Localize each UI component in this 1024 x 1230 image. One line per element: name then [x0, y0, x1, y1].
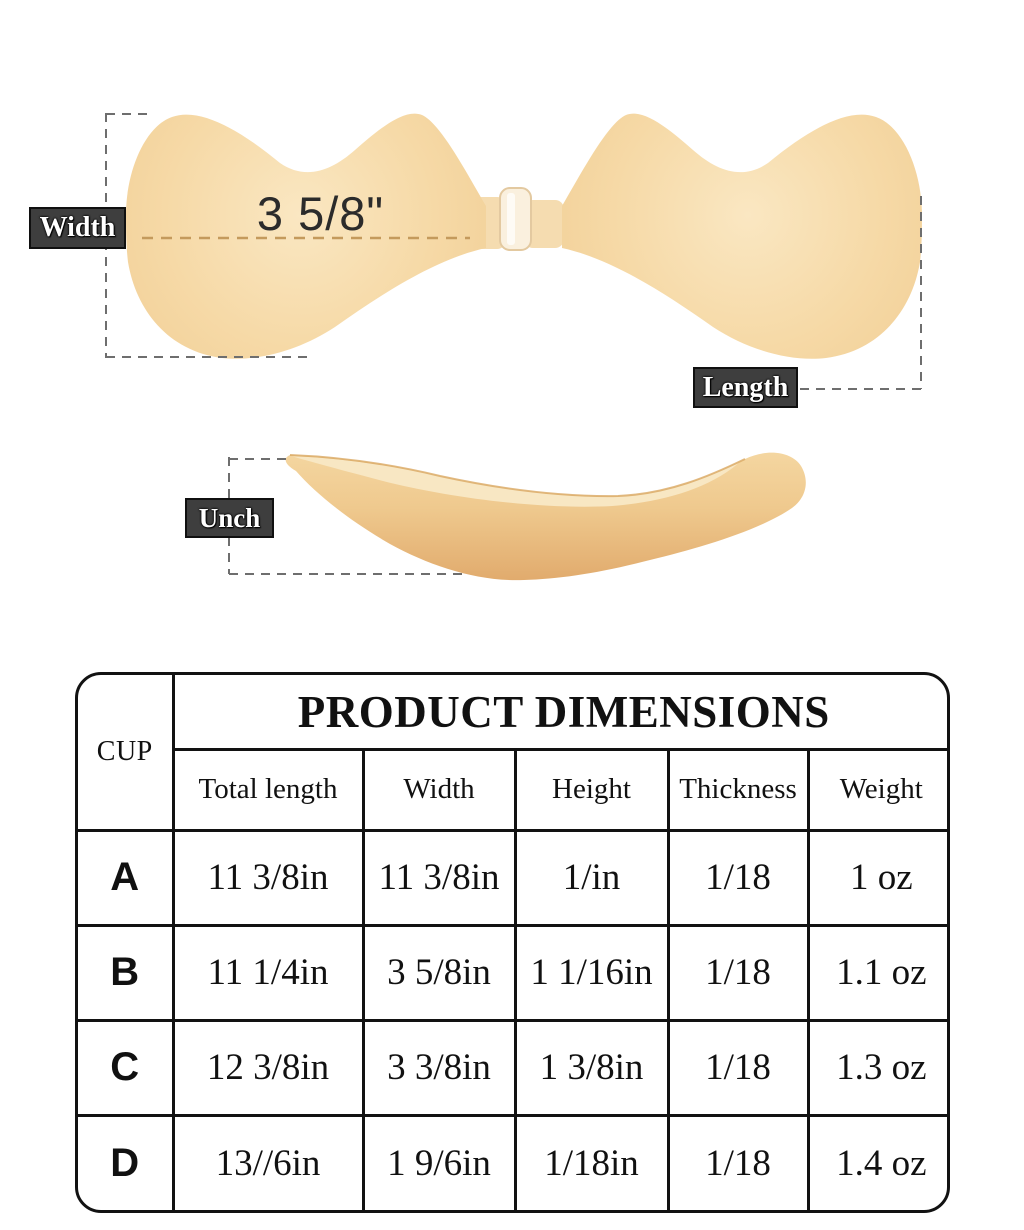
- table-cell: 1.1 oz: [806, 923, 947, 1022]
- row-letter: A: [78, 828, 175, 927]
- table-cell: 11 3/8in: [361, 828, 517, 927]
- left-cup-shape: [126, 113, 486, 359]
- dimensions-table: CUP PRODUCT DIMENSIONS Total length Widt…: [75, 672, 950, 1213]
- table-cell: 1 1/16in: [513, 923, 670, 1022]
- table-cell: 1 oz: [806, 828, 947, 927]
- col-header-width: Width: [361, 748, 517, 832]
- table-title: PRODUCT DIMENSIONS: [171, 675, 947, 752]
- table-cell: 1/18: [666, 828, 810, 927]
- cup-width-measurement: 3 5/8": [256, 187, 385, 240]
- table-cell: 1/in: [513, 828, 670, 927]
- table-row-b: B 11 1/4in 3 5/8in 1 1/16in 1/18 1.1 oz: [78, 923, 947, 1022]
- table-cell: 1.3 oz: [806, 1018, 947, 1117]
- table-cell: 1 3/8in: [513, 1018, 670, 1117]
- row-letter: D: [78, 1113, 175, 1210]
- table-cell: 11 1/4in: [171, 923, 365, 1022]
- col-header-total-length: Total length: [173, 748, 365, 832]
- table-cell: 1/18: [666, 923, 810, 1022]
- table-cell: 1/18: [666, 1018, 810, 1117]
- table-cell: 11 3/8in: [171, 828, 365, 927]
- clasp-right-tab: [524, 200, 564, 248]
- right-cup-shape: [562, 113, 922, 359]
- product-dimensions-table: CUP PRODUCT DIMENSIONS Total length Widt…: [78, 675, 947, 1210]
- row-letter: C: [78, 1018, 175, 1117]
- col-header-height: Height: [513, 748, 670, 832]
- table-cell: 12 3/8in: [171, 1018, 365, 1117]
- table-cell: 1.4 oz: [806, 1113, 947, 1210]
- table-row-a: A 11 3/8in 11 3/8in 1/in 1/18 1 oz: [78, 828, 947, 927]
- unch-label: Unch: [185, 498, 274, 538]
- width-label: Width: [29, 207, 126, 249]
- col-header-weight: Weight: [806, 748, 947, 832]
- length-label: Length: [693, 367, 798, 408]
- table-cell: 3 3/8in: [361, 1018, 517, 1117]
- bra-diagram-art: [105, 113, 922, 581]
- table-cell: 1 9/6in: [361, 1113, 517, 1210]
- table-cell: 13//6in: [171, 1113, 365, 1210]
- table-cell: 3 5/8in: [361, 923, 517, 1022]
- table-cell: 1/18: [666, 1113, 810, 1210]
- clasp-ring-highlight: [507, 193, 515, 245]
- side-cup-rim-line: [289, 454, 746, 498]
- col-header-thickness: Thickness: [666, 748, 810, 832]
- table-row-d: D 13//6in 1 9/6in 1/18in 1/18 1.4 oz: [78, 1113, 947, 1210]
- side-cup-inner-surface: [291, 456, 742, 507]
- row-letter: B: [78, 923, 175, 1022]
- table-cell: 1/18in: [513, 1113, 670, 1210]
- cup-corner-header: CUP: [78, 675, 175, 832]
- table-row-c: C 12 3/8in 3 3/8in 1 3/8in 1/18 1.3 oz: [78, 1018, 947, 1117]
- clasp-ring: [499, 187, 532, 251]
